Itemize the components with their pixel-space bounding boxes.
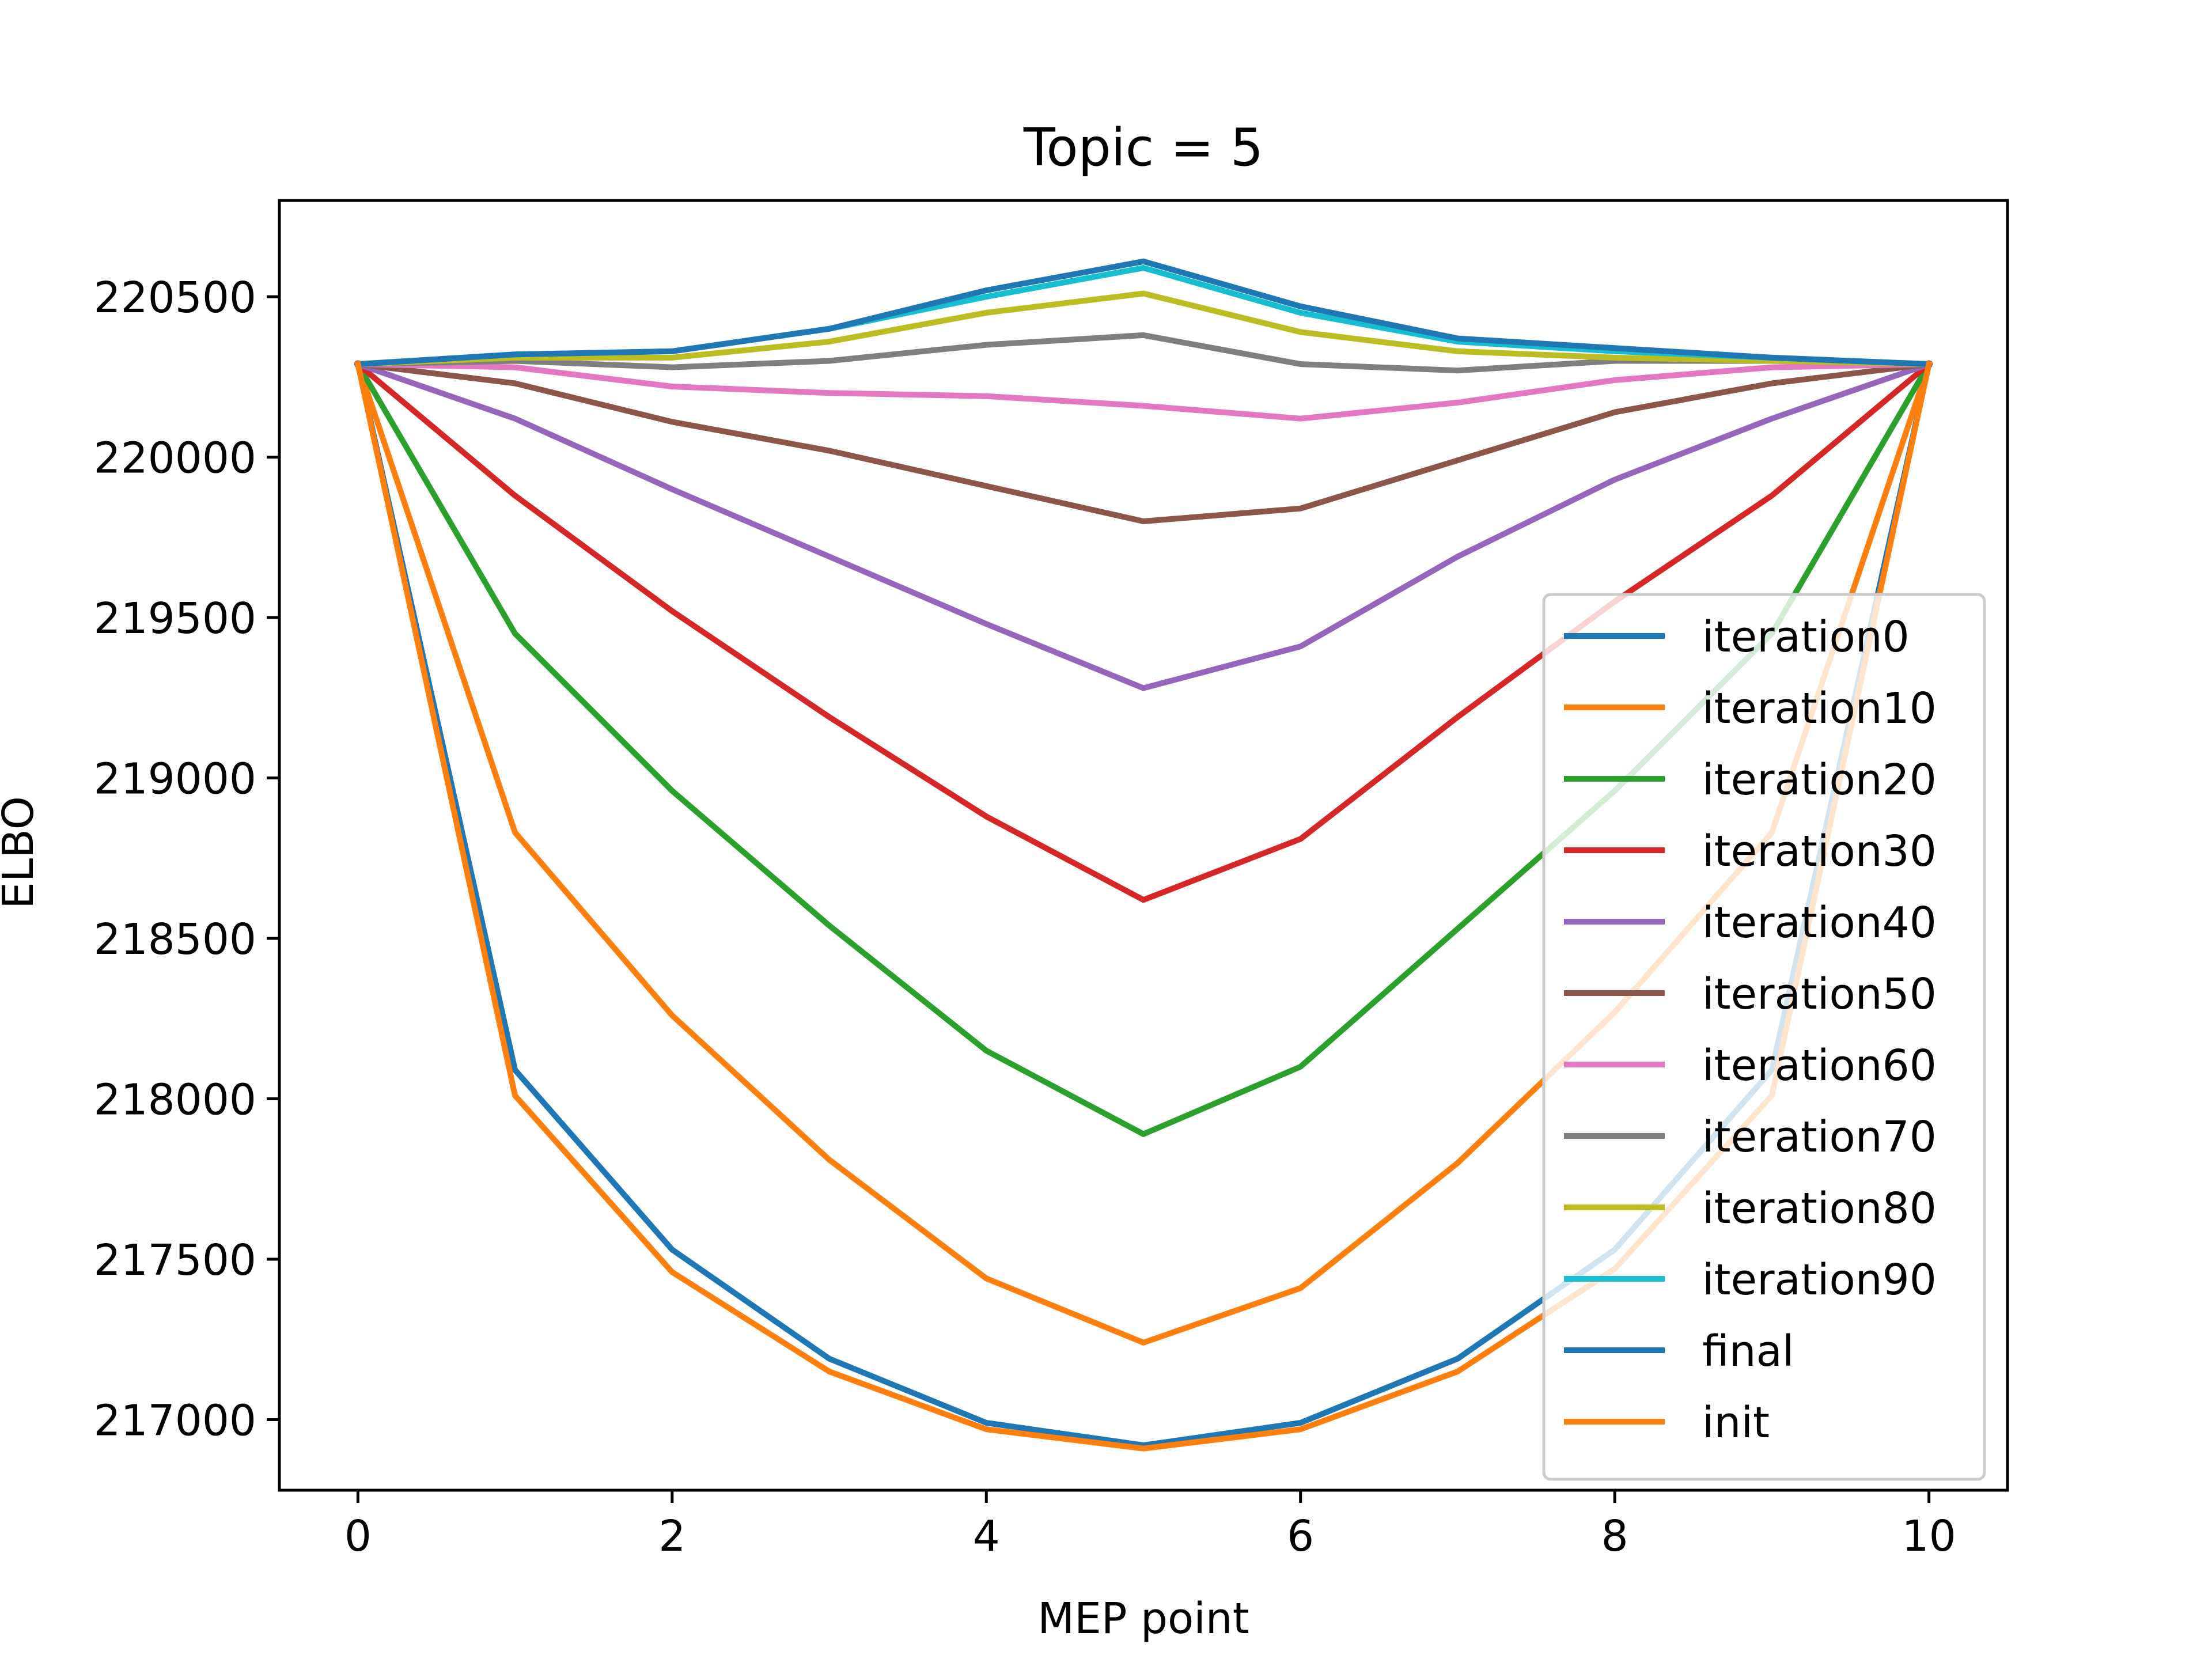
y-tick-label: 220500 <box>94 273 257 323</box>
y-tick-label: 218000 <box>94 1075 257 1125</box>
series-line-iteration50 <box>354 361 1933 524</box>
series-line-iteration40 <box>354 360 1933 691</box>
y-tick-label: 220000 <box>94 434 257 483</box>
y-tick-label: 217000 <box>94 1396 257 1445</box>
series-line-iteration80 <box>355 290 1932 368</box>
legend-label-iteration60: iteration60 <box>1702 1041 1937 1090</box>
legend-label-iteration0: iteration0 <box>1702 612 1910 662</box>
x-tick-label: 6 <box>1287 1512 1314 1561</box>
y-tick-label: 219500 <box>94 594 257 643</box>
series-line-iteration60 <box>355 361 1932 422</box>
legend-label-iteration30: iteration30 <box>1702 827 1937 876</box>
legend-box <box>1542 593 1986 1481</box>
legend-label-iteration40: iteration40 <box>1702 898 1937 948</box>
legend-label-final: final <box>1702 1327 1794 1376</box>
x-tick-label: 4 <box>973 1512 1000 1561</box>
y-axis-label: ELBO <box>0 796 43 909</box>
y-tick-label: 217500 <box>94 1236 257 1285</box>
y-tick-label: 218500 <box>94 915 257 964</box>
legend-label-iteration90: iteration90 <box>1702 1255 1937 1305</box>
x-tick-label: 0 <box>344 1512 372 1561</box>
legend-label-iteration10: iteration10 <box>1702 684 1937 733</box>
legend: iteration0 iteration10 iteration20 iteratio… <box>1542 593 1986 1481</box>
axes-layer: 0 2 4 6 8 10 217000 217500 218000 218500 219000 219… <box>94 199 2009 1561</box>
plot-layer <box>354 258 1933 1452</box>
legend-label-iteration70: iteration70 <box>1702 1112 1937 1162</box>
series-line-iteration30 <box>354 360 1933 903</box>
series-line-final <box>355 258 1932 368</box>
legend-label-init: init <box>1702 1398 1770 1448</box>
x-axis-label: MEP point <box>1037 1594 1249 1643</box>
x-tick-label: 2 <box>658 1512 685 1561</box>
legend-label-iteration50: iteration50 <box>1702 969 1937 1019</box>
legend-label-iteration80: iteration80 <box>1702 1184 1937 1233</box>
x-tick-label: 10 <box>1902 1512 1956 1561</box>
x-tick-label: 8 <box>1601 1512 1628 1561</box>
chart-title: Topic = 5 <box>1023 118 1263 178</box>
axes-frame <box>278 199 2009 1492</box>
y-tick-label: 219000 <box>94 755 257 804</box>
legend-label-iteration20: iteration20 <box>1702 755 1937 805</box>
